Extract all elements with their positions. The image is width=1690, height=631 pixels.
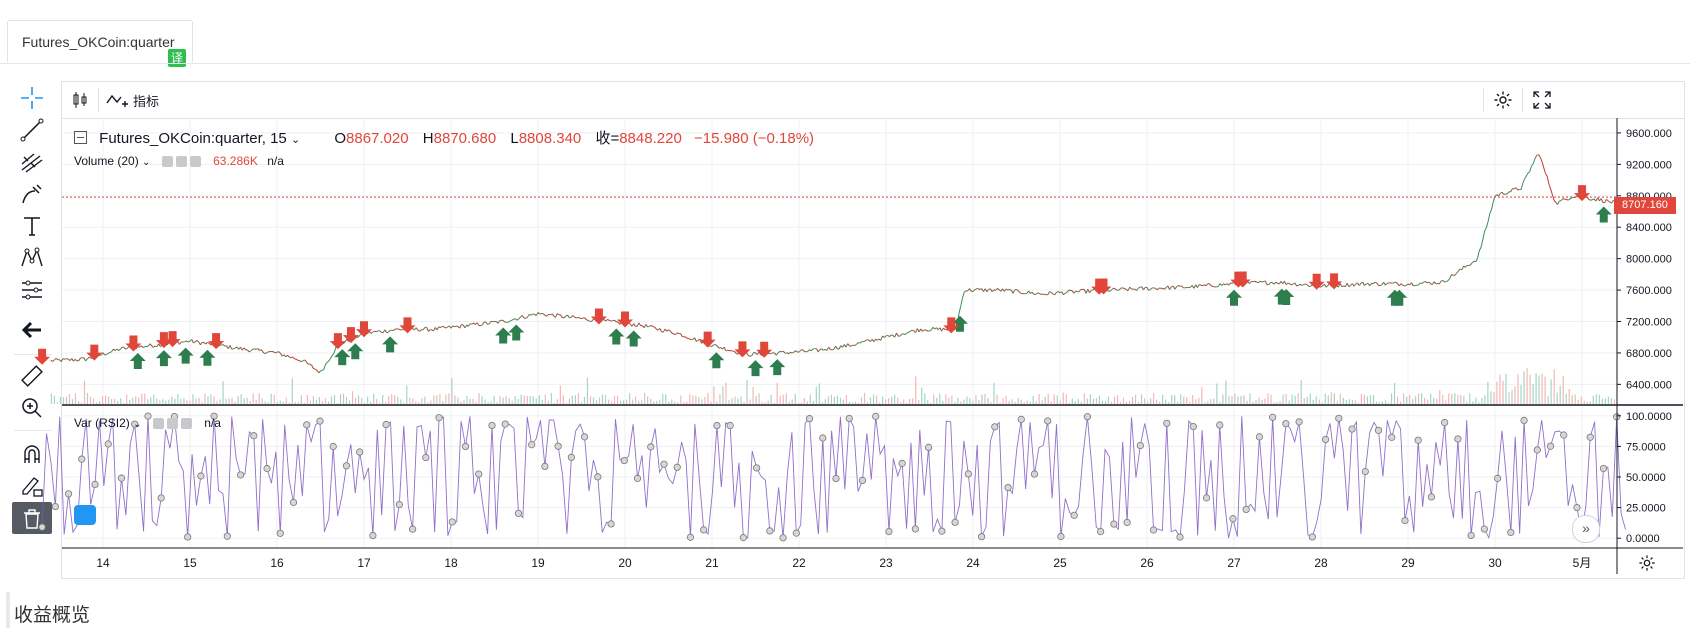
trendline-icon: [20, 118, 44, 142]
brush-tool[interactable]: [12, 178, 52, 210]
section-accent: [6, 592, 10, 628]
pattern-tool[interactable]: [12, 242, 52, 274]
tab-label: Futures_OKCoin:quarter: [22, 34, 175, 50]
translate-badge[interactable]: 译: [168, 49, 186, 67]
high-value: 8870.680: [433, 130, 497, 147]
ruler-tool[interactable]: [12, 360, 52, 392]
eye-icon[interactable]: [152, 418, 164, 430]
crosshair-icon: [21, 87, 43, 109]
magnet-icon: [24, 445, 40, 463]
drawing-toolbar: [6, 82, 58, 582]
last-price-tag: 8707.160: [1614, 197, 1676, 214]
rsi-legend: Var (RSI2) ⌄ n/a: [74, 416, 221, 430]
lock-pencil-icon: [22, 477, 43, 497]
zoom-tool[interactable]: [12, 392, 52, 424]
low-label: L: [510, 130, 519, 147]
toolbar-separator: [14, 430, 52, 431]
zoom-in-icon: [22, 398, 42, 418]
double-chevron-right-icon: »: [1582, 520, 1590, 536]
fullscreen-button[interactable]: [1524, 82, 1560, 118]
change-value: −15.980 (−0.18%): [693, 130, 815, 147]
volume-legend: Volume (20) ⌄ 63.286K n/a: [74, 154, 284, 168]
chart-frame: [61, 81, 1685, 579]
axis-settings-button[interactable]: [1636, 552, 1658, 574]
volume-na: n/a: [267, 154, 284, 168]
main-legend: Futures_OKCoin:quarter, 15 ⌄ O8867.020 H…: [74, 127, 814, 148]
text-icon: [24, 217, 40, 236]
toolbar-separator: [1522, 88, 1523, 112]
volume-value: 63.286K: [213, 154, 258, 168]
back-tool[interactable]: [12, 314, 52, 346]
tab-bar: Futures_OKCoin:quarter 译: [0, 0, 1690, 67]
rsi-title[interactable]: Var (RSI2): [74, 416, 130, 430]
toolbar-separator: [1483, 88, 1484, 112]
collapse-icon[interactable]: [74, 131, 87, 144]
gear-icon[interactable]: [166, 418, 178, 430]
indicators-label: 指标: [133, 93, 160, 109]
ruler-icon: [21, 365, 43, 387]
text-tool[interactable]: [12, 210, 52, 242]
hide-tool[interactable]: [12, 502, 52, 534]
tab-futures[interactable]: Futures_OKCoin:quarter 译: [7, 20, 193, 67]
trendline-tool[interactable]: [12, 114, 52, 146]
indicators-icon: [106, 94, 128, 107]
high-label: H: [422, 130, 434, 147]
rsi-na: n/a: [204, 416, 221, 430]
trash-icon: [24, 509, 40, 529]
indicators-button[interactable]: 指标: [102, 82, 163, 118]
brush-icon: [22, 184, 42, 204]
open-value: 8867.020: [346, 130, 409, 147]
fullscreen-icon: [1533, 91, 1551, 109]
eye-icon[interactable]: [161, 156, 173, 168]
chart-toolbar: 指标: [62, 82, 1684, 119]
long-position-icon: [22, 280, 42, 300]
chevron-down-icon[interactable]: ⌄: [142, 157, 151, 168]
measure-tool[interactable]: [12, 274, 52, 306]
close-icon[interactable]: [180, 418, 192, 430]
crosshair-tool[interactable]: [12, 82, 52, 114]
chevron-down-icon[interactable]: ⌄: [290, 134, 301, 146]
magnet-tool[interactable]: [12, 438, 52, 470]
volume-title[interactable]: Volume (20): [74, 154, 139, 168]
fib-tool[interactable]: [12, 146, 52, 178]
last-price-value: 8707.160: [1622, 199, 1668, 211]
scroll-right-button[interactable]: »: [1572, 515, 1600, 543]
toolbar-separator: [14, 354, 52, 355]
arrow-left-icon: [21, 321, 41, 339]
chevron-down-icon[interactable]: ⌄: [133, 419, 142, 430]
gear-icon: [1639, 555, 1655, 571]
close-label: 收=: [595, 130, 620, 147]
open-label: O: [334, 130, 347, 147]
low-value: 8808.340: [518, 130, 582, 147]
lock-tool[interactable]: [12, 470, 52, 502]
settings-button[interactable]: [1486, 82, 1520, 118]
toolbar-separator: [98, 88, 99, 112]
section-title: 收益概览: [14, 605, 91, 626]
gear-icon: [1494, 91, 1512, 109]
symbol-label[interactable]: Futures_OKCoin:quarter, 15: [99, 130, 287, 147]
close-value: 8848.220: [619, 130, 682, 147]
chart-type-button[interactable]: [66, 82, 94, 118]
candles-icon: [73, 92, 87, 108]
gear-icon[interactable]: [175, 156, 187, 168]
logo-badge[interactable]: [74, 505, 96, 525]
close-icon[interactable]: [189, 156, 201, 168]
pitchfork-icon: [21, 153, 43, 173]
tab-divider: [0, 63, 1690, 64]
pattern-icon: [21, 247, 43, 267]
